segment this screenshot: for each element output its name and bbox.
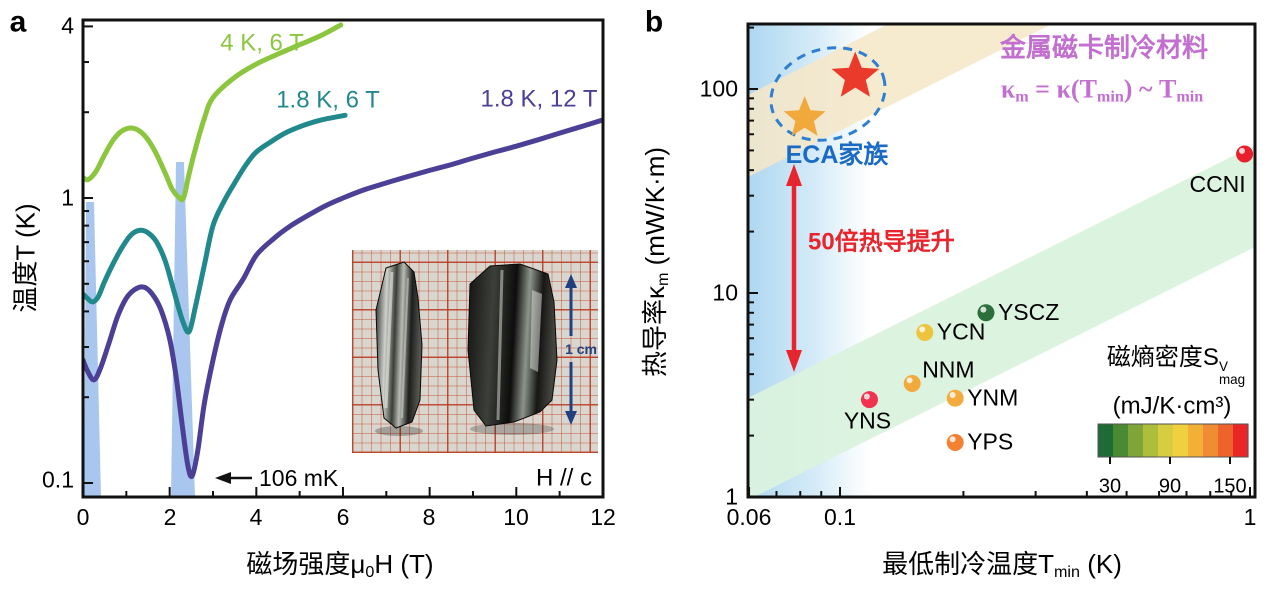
curve-1.8-K-12-T bbox=[83, 117, 603, 479]
field-band-low bbox=[84, 202, 101, 497]
colorbar-segment bbox=[1098, 424, 1114, 457]
panel-b-title: 金属磁卡制冷材料 bbox=[999, 32, 1209, 63]
panel-b-letter: b bbox=[644, 5, 664, 39]
x-tick-label: 6 bbox=[336, 503, 350, 530]
panel-a-frame bbox=[81, 18, 605, 499]
eca-group-label: ECA家族 bbox=[785, 140, 889, 169]
series-label-1p8k-6t: 1.8 K, 6 T bbox=[276, 86, 380, 114]
y-tick-label: 0.1 bbox=[42, 466, 74, 493]
colorbar-segment bbox=[1173, 424, 1189, 457]
crystal-glint bbox=[384, 271, 394, 409]
x-axis-label-a: 磁场强度μ0H (T) bbox=[246, 549, 434, 581]
colorbar-segment bbox=[1188, 424, 1204, 457]
colorbar-tick-label: 90 bbox=[1158, 475, 1182, 498]
scatter-point-YNM bbox=[946, 389, 964, 407]
point-label-YNS: YNS bbox=[844, 408, 891, 434]
x-tick-label: 0.06 bbox=[726, 503, 772, 530]
improvement-label: 50倍热导提升 bbox=[808, 228, 955, 256]
x-tick-label: 4 bbox=[249, 503, 263, 530]
colorbar-unit: (mJ/K·cm³) bbox=[1112, 392, 1232, 420]
field-orientation-label: H // c bbox=[535, 464, 593, 492]
curve-4-K-6-T bbox=[83, 22, 344, 203]
colorbar-tick-label: 150 bbox=[1213, 475, 1247, 498]
scatter-point-YPS bbox=[946, 433, 964, 451]
crystal-photo-inset: 1 cm bbox=[352, 250, 598, 453]
x-tick-label: 0.1 bbox=[824, 503, 856, 530]
eca-star-orange-icon bbox=[783, 96, 826, 136]
colorbar-segment bbox=[1158, 424, 1174, 457]
scatter-point-YCN bbox=[916, 324, 934, 342]
x-tick-label: 8 bbox=[422, 503, 436, 530]
curve-1.8-K-6-T bbox=[83, 112, 348, 335]
point-label-YCN: YCN bbox=[937, 319, 986, 345]
colorbar-segment bbox=[1233, 424, 1249, 457]
scale-arrow-icon bbox=[565, 274, 577, 425]
crystal-left bbox=[375, 261, 423, 429]
y-tick-label: 10 bbox=[712, 279, 738, 306]
crystal-glint bbox=[496, 269, 504, 421]
colorbar bbox=[1097, 423, 1249, 464]
y-tick-label: 1 bbox=[61, 184, 74, 211]
y-tick-label: 100 bbox=[699, 75, 738, 102]
colorbar-tick-label: 30 bbox=[1098, 475, 1122, 498]
scatter-point-CCNI bbox=[1236, 145, 1254, 163]
min-temp-arrow-icon bbox=[215, 472, 252, 484]
crystal-glint bbox=[401, 277, 409, 419]
x-axis-label-b: 最低制冷温度Tmin (K) bbox=[882, 549, 1122, 581]
colorbar-segment bbox=[1128, 424, 1144, 457]
y-tick-label: 4 bbox=[61, 12, 74, 39]
point-label-YSCZ: YSCZ bbox=[998, 299, 1059, 325]
x-tick-label: 12 bbox=[590, 503, 616, 530]
conventional-trend-band bbox=[748, 145, 1255, 497]
scaling-formula: κm = κ(Tmin) ~ Tmin bbox=[1000, 74, 1204, 106]
y-axis-label-b: 热导率κm (mW/K·m) bbox=[640, 146, 672, 378]
x-tick-label: 2 bbox=[163, 503, 177, 530]
panel-b-frame bbox=[746, 22, 1257, 499]
crystal-shadow bbox=[375, 426, 423, 436]
point-label-CCNI: CCNI bbox=[1189, 171, 1245, 197]
crystal-photo-drawing: 1 cm bbox=[375, 261, 597, 436]
series-label-4k-6t: 4 K, 6 T bbox=[220, 29, 304, 57]
colorbar-segment bbox=[1218, 424, 1234, 457]
eca-group-ellipse bbox=[769, 46, 887, 142]
x-tick-label: 10 bbox=[503, 503, 529, 530]
series-label-1p8k-12t: 1.8 K, 12 T bbox=[480, 85, 598, 113]
scatter-point-YSCZ bbox=[977, 304, 995, 322]
y-tick-label: 1 bbox=[725, 483, 738, 510]
point-label-NNM: NNM bbox=[922, 357, 974, 383]
field-band-high bbox=[171, 162, 195, 497]
colorbar-segment bbox=[1113, 424, 1129, 457]
scale-label: 1 cm bbox=[565, 341, 597, 357]
colorbar-segment bbox=[1143, 424, 1159, 457]
scatter-point-YNS bbox=[860, 391, 878, 409]
panel-a-letter: a bbox=[9, 5, 27, 39]
x-tick-label: 0 bbox=[76, 503, 90, 530]
point-label-YNM: YNM bbox=[967, 384, 1018, 410]
scatter-point-NNM bbox=[903, 375, 921, 393]
panel-a-plot bbox=[81, 18, 605, 499]
y-axis-label-a: 温度T (K) bbox=[10, 203, 41, 313]
colorbar-segment bbox=[1203, 424, 1219, 457]
crystal-glint bbox=[530, 290, 542, 372]
eca-star-red-icon bbox=[831, 51, 880, 97]
point-label-YPS: YPS bbox=[967, 429, 1013, 455]
crystal-right bbox=[467, 263, 558, 427]
improvement-arrow-icon bbox=[786, 164, 802, 372]
x-tick-label: 1 bbox=[1243, 503, 1257, 530]
crystal-shadow bbox=[470, 423, 554, 435]
min-temp-annotation: 106 mK bbox=[259, 464, 339, 491]
